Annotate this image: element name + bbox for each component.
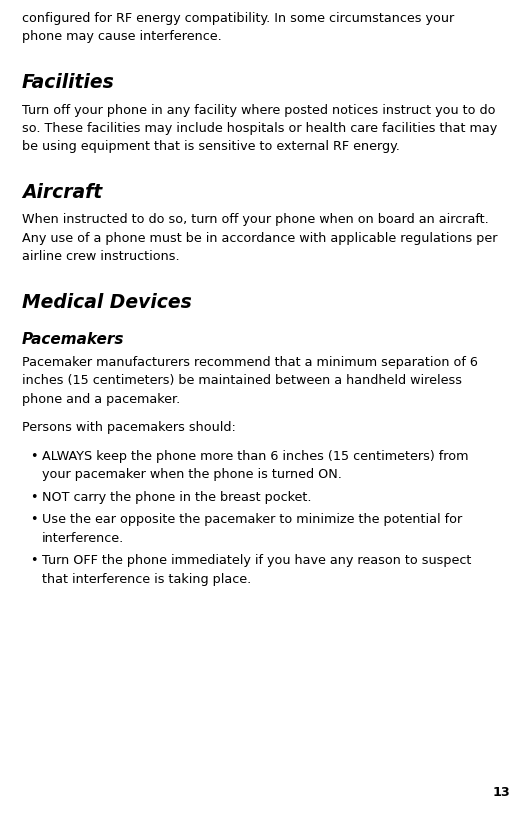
Text: When instructed to do so, turn off your phone when on board an aircraft.: When instructed to do so, turn off your … xyxy=(22,213,489,226)
Text: interference.: interference. xyxy=(42,532,124,545)
Text: ALWAYS keep the phone more than 6 inches (15 centimeters) from: ALWAYS keep the phone more than 6 inches… xyxy=(42,450,469,463)
Text: phone may cause interference.: phone may cause interference. xyxy=(22,30,222,43)
Text: Turn off your phone in any facility where posted notices instruct you to do: Turn off your phone in any facility wher… xyxy=(22,104,495,117)
Text: Use the ear opposite the pacemaker to minimize the potential for: Use the ear opposite the pacemaker to mi… xyxy=(42,513,462,526)
Text: airline crew instructions.: airline crew instructions. xyxy=(22,250,180,263)
Text: Pacemaker manufacturers recommend that a minimum separation of 6: Pacemaker manufacturers recommend that a… xyxy=(22,356,478,369)
Text: Facilities: Facilities xyxy=(22,73,115,92)
Text: phone and a pacemaker.: phone and a pacemaker. xyxy=(22,392,180,405)
Text: 13: 13 xyxy=(492,786,510,799)
Text: •: • xyxy=(30,450,37,463)
Text: Medical Devices: Medical Devices xyxy=(22,292,192,312)
Text: configured for RF energy compatibility. In some circumstances your: configured for RF energy compatibility. … xyxy=(22,12,454,25)
Text: NOT carry the phone in the breast pocket.: NOT carry the phone in the breast pocket… xyxy=(42,491,312,504)
Text: Any use of a phone must be in accordance with applicable regulations per: Any use of a phone must be in accordance… xyxy=(22,232,497,245)
Text: •: • xyxy=(30,491,37,504)
Text: your pacemaker when the phone is turned ON.: your pacemaker when the phone is turned … xyxy=(42,468,342,481)
Text: •: • xyxy=(30,513,37,526)
Text: Persons with pacemakers should:: Persons with pacemakers should: xyxy=(22,422,236,435)
Text: be using equipment that is sensitive to external RF energy.: be using equipment that is sensitive to … xyxy=(22,141,400,154)
Text: so. These facilities may include hospitals or health care facilities that may: so. These facilities may include hospita… xyxy=(22,122,497,135)
Text: •: • xyxy=(30,554,37,567)
Text: that interference is taking place.: that interference is taking place. xyxy=(42,573,251,586)
Text: Pacemakers: Pacemakers xyxy=(22,332,124,346)
Text: inches (15 centimeters) be maintained between a handheld wireless: inches (15 centimeters) be maintained be… xyxy=(22,374,462,387)
Text: Turn OFF the phone immediately if you have any reason to suspect: Turn OFF the phone immediately if you ha… xyxy=(42,554,471,567)
Text: Aircraft: Aircraft xyxy=(22,183,102,202)
